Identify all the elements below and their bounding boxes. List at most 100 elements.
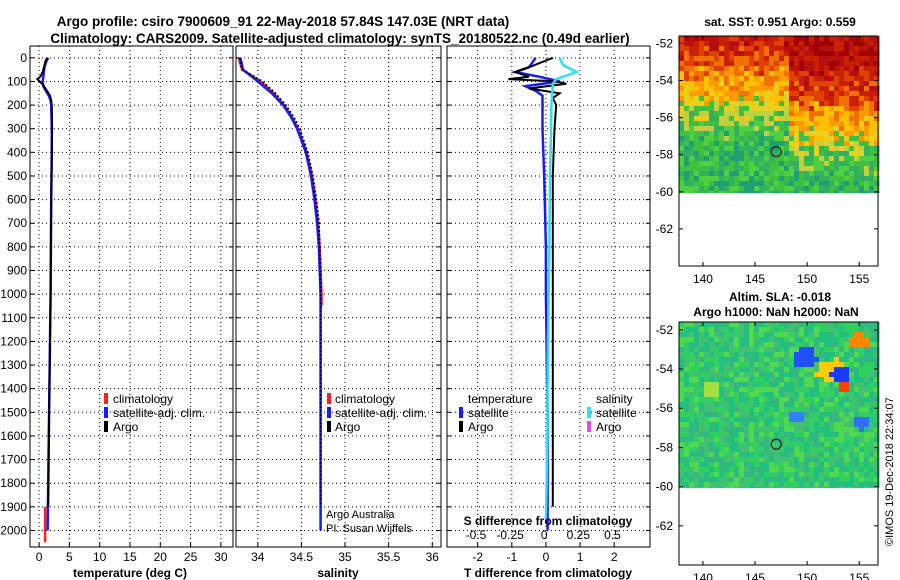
map-cell xyxy=(829,362,835,368)
map-cell xyxy=(834,141,840,147)
map-cell xyxy=(844,96,850,102)
map-cell xyxy=(744,337,750,343)
map-cell xyxy=(679,352,685,358)
y-tick-label: 900 xyxy=(7,264,27,278)
map-cell xyxy=(794,176,800,182)
map-cell xyxy=(759,372,765,378)
map-cell xyxy=(699,101,705,107)
map-cell xyxy=(859,36,865,42)
map-cell xyxy=(739,46,745,52)
map-cell xyxy=(809,146,815,152)
map-cell xyxy=(814,151,820,157)
map-cell xyxy=(869,86,875,92)
map-cell xyxy=(699,106,705,112)
map-cell xyxy=(749,51,755,57)
map-cell xyxy=(794,362,800,368)
map-cell xyxy=(854,327,860,333)
map-cell xyxy=(759,467,765,473)
map-cell xyxy=(874,367,880,373)
map-cell xyxy=(679,151,685,157)
map-cell xyxy=(734,156,740,162)
map-cell xyxy=(794,116,800,122)
map-cell xyxy=(689,126,695,132)
map-cell xyxy=(814,422,820,428)
map-cell xyxy=(684,136,690,142)
map-cell xyxy=(679,392,685,398)
map-cell xyxy=(819,402,825,408)
map-cell xyxy=(824,66,830,72)
map-cell xyxy=(839,397,845,403)
map-cell xyxy=(834,362,840,368)
map-cell xyxy=(794,81,800,87)
map-cell xyxy=(784,41,790,47)
map-cell xyxy=(864,126,870,132)
map-cell xyxy=(734,96,740,102)
map-cell xyxy=(679,472,685,478)
map-cell xyxy=(714,111,720,117)
map-cell xyxy=(809,81,815,87)
map-cell xyxy=(814,467,820,473)
map-cell xyxy=(744,191,750,194)
map-cell xyxy=(824,96,830,102)
map-cell xyxy=(859,327,865,333)
map-cell xyxy=(714,477,720,483)
map-cell xyxy=(704,56,710,62)
map-cell xyxy=(854,91,860,97)
map-cell xyxy=(754,106,760,112)
map-cell xyxy=(789,452,795,458)
map-cell xyxy=(684,462,690,468)
map-cell xyxy=(834,46,840,52)
map-cell xyxy=(869,407,875,413)
map-cell xyxy=(754,357,760,363)
map-cell xyxy=(819,407,825,413)
map-cell xyxy=(844,417,850,423)
map-cell xyxy=(689,472,695,478)
map-cell xyxy=(799,91,805,97)
map-cell xyxy=(684,101,690,107)
map-cell xyxy=(819,111,825,117)
map-cell xyxy=(864,176,870,182)
map-cell xyxy=(864,487,870,489)
map-cell xyxy=(804,66,810,72)
map-cell xyxy=(739,101,745,107)
salinity-series-group xyxy=(237,57,323,531)
map-cell xyxy=(734,442,740,448)
map-cell xyxy=(814,462,820,468)
map-cell xyxy=(759,66,765,72)
map-cell xyxy=(769,111,775,117)
map-cell xyxy=(849,136,855,142)
map-cell xyxy=(779,477,785,483)
map-cell xyxy=(714,171,720,177)
map-cell xyxy=(779,382,785,388)
map-cell xyxy=(859,51,865,57)
map-cell xyxy=(824,71,830,77)
map-cell xyxy=(824,161,830,167)
map-cell xyxy=(859,106,865,112)
map-cell xyxy=(824,322,830,328)
map-cell xyxy=(864,46,870,52)
map-cell xyxy=(694,91,700,97)
map-cell xyxy=(784,96,790,102)
map-cell xyxy=(734,472,740,478)
map-cell xyxy=(789,402,795,408)
map-cell xyxy=(829,347,835,353)
map-cell xyxy=(819,121,825,127)
map-cell xyxy=(769,126,775,132)
salinity-xlabel: salinity xyxy=(317,566,359,580)
map-cell xyxy=(784,136,790,142)
map-cell xyxy=(849,71,855,77)
map-cell xyxy=(799,447,805,453)
map-cell xyxy=(804,382,810,388)
map-cell xyxy=(864,171,870,177)
map-cell xyxy=(834,51,840,57)
map-cell xyxy=(729,347,735,353)
map-cell xyxy=(744,71,750,77)
map-cell xyxy=(799,332,805,338)
map-cell xyxy=(684,377,690,383)
map-cell xyxy=(704,347,710,353)
map-cell xyxy=(839,392,845,398)
map-cell xyxy=(764,477,770,483)
map-cell xyxy=(784,362,790,368)
y-tick-label: 0 xyxy=(20,51,27,65)
x-tick-label: 0 xyxy=(543,550,550,564)
